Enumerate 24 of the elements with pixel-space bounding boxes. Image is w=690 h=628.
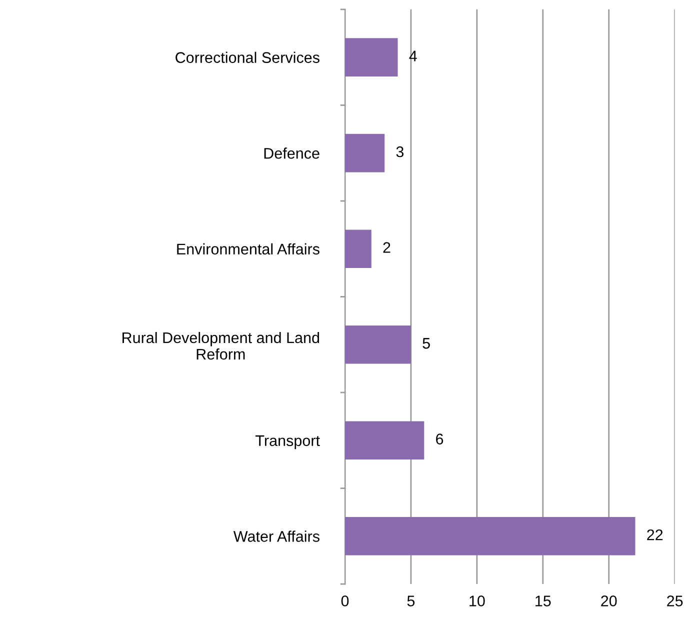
bar <box>345 421 424 460</box>
bar <box>345 230 372 268</box>
bar <box>345 325 411 364</box>
y-tick-label: Transport <box>256 435 320 450</box>
y-tick-label: Correctional Services <box>176 52 320 63</box>
x-tick-label: 25 <box>667 596 683 606</box>
data-label: 5 <box>422 338 430 349</box>
data-label: 3 <box>396 146 404 158</box>
bar <box>345 38 398 76</box>
x-tick-label: 15 <box>536 596 551 606</box>
x-tick-label: 0 <box>341 596 349 606</box>
data-label: 22 <box>647 529 663 540</box>
y-tick-label: Defence <box>264 148 320 159</box>
x-tick-label: 5 <box>407 596 415 606</box>
y-tick-label: Water Affairs <box>233 530 320 542</box>
y-tick-label: Environmental Affairs <box>177 243 320 255</box>
x-tick-label: 20 <box>601 596 617 606</box>
y-tick-label: Rural Development and Land Reform <box>122 332 320 360</box>
bar <box>345 517 636 556</box>
x-tick-label: 10 <box>470 596 485 606</box>
data-label: 2 <box>383 242 390 253</box>
data-label: 4 <box>409 50 417 62</box>
bar <box>345 134 385 172</box>
data-label: 6 <box>436 434 444 444</box>
